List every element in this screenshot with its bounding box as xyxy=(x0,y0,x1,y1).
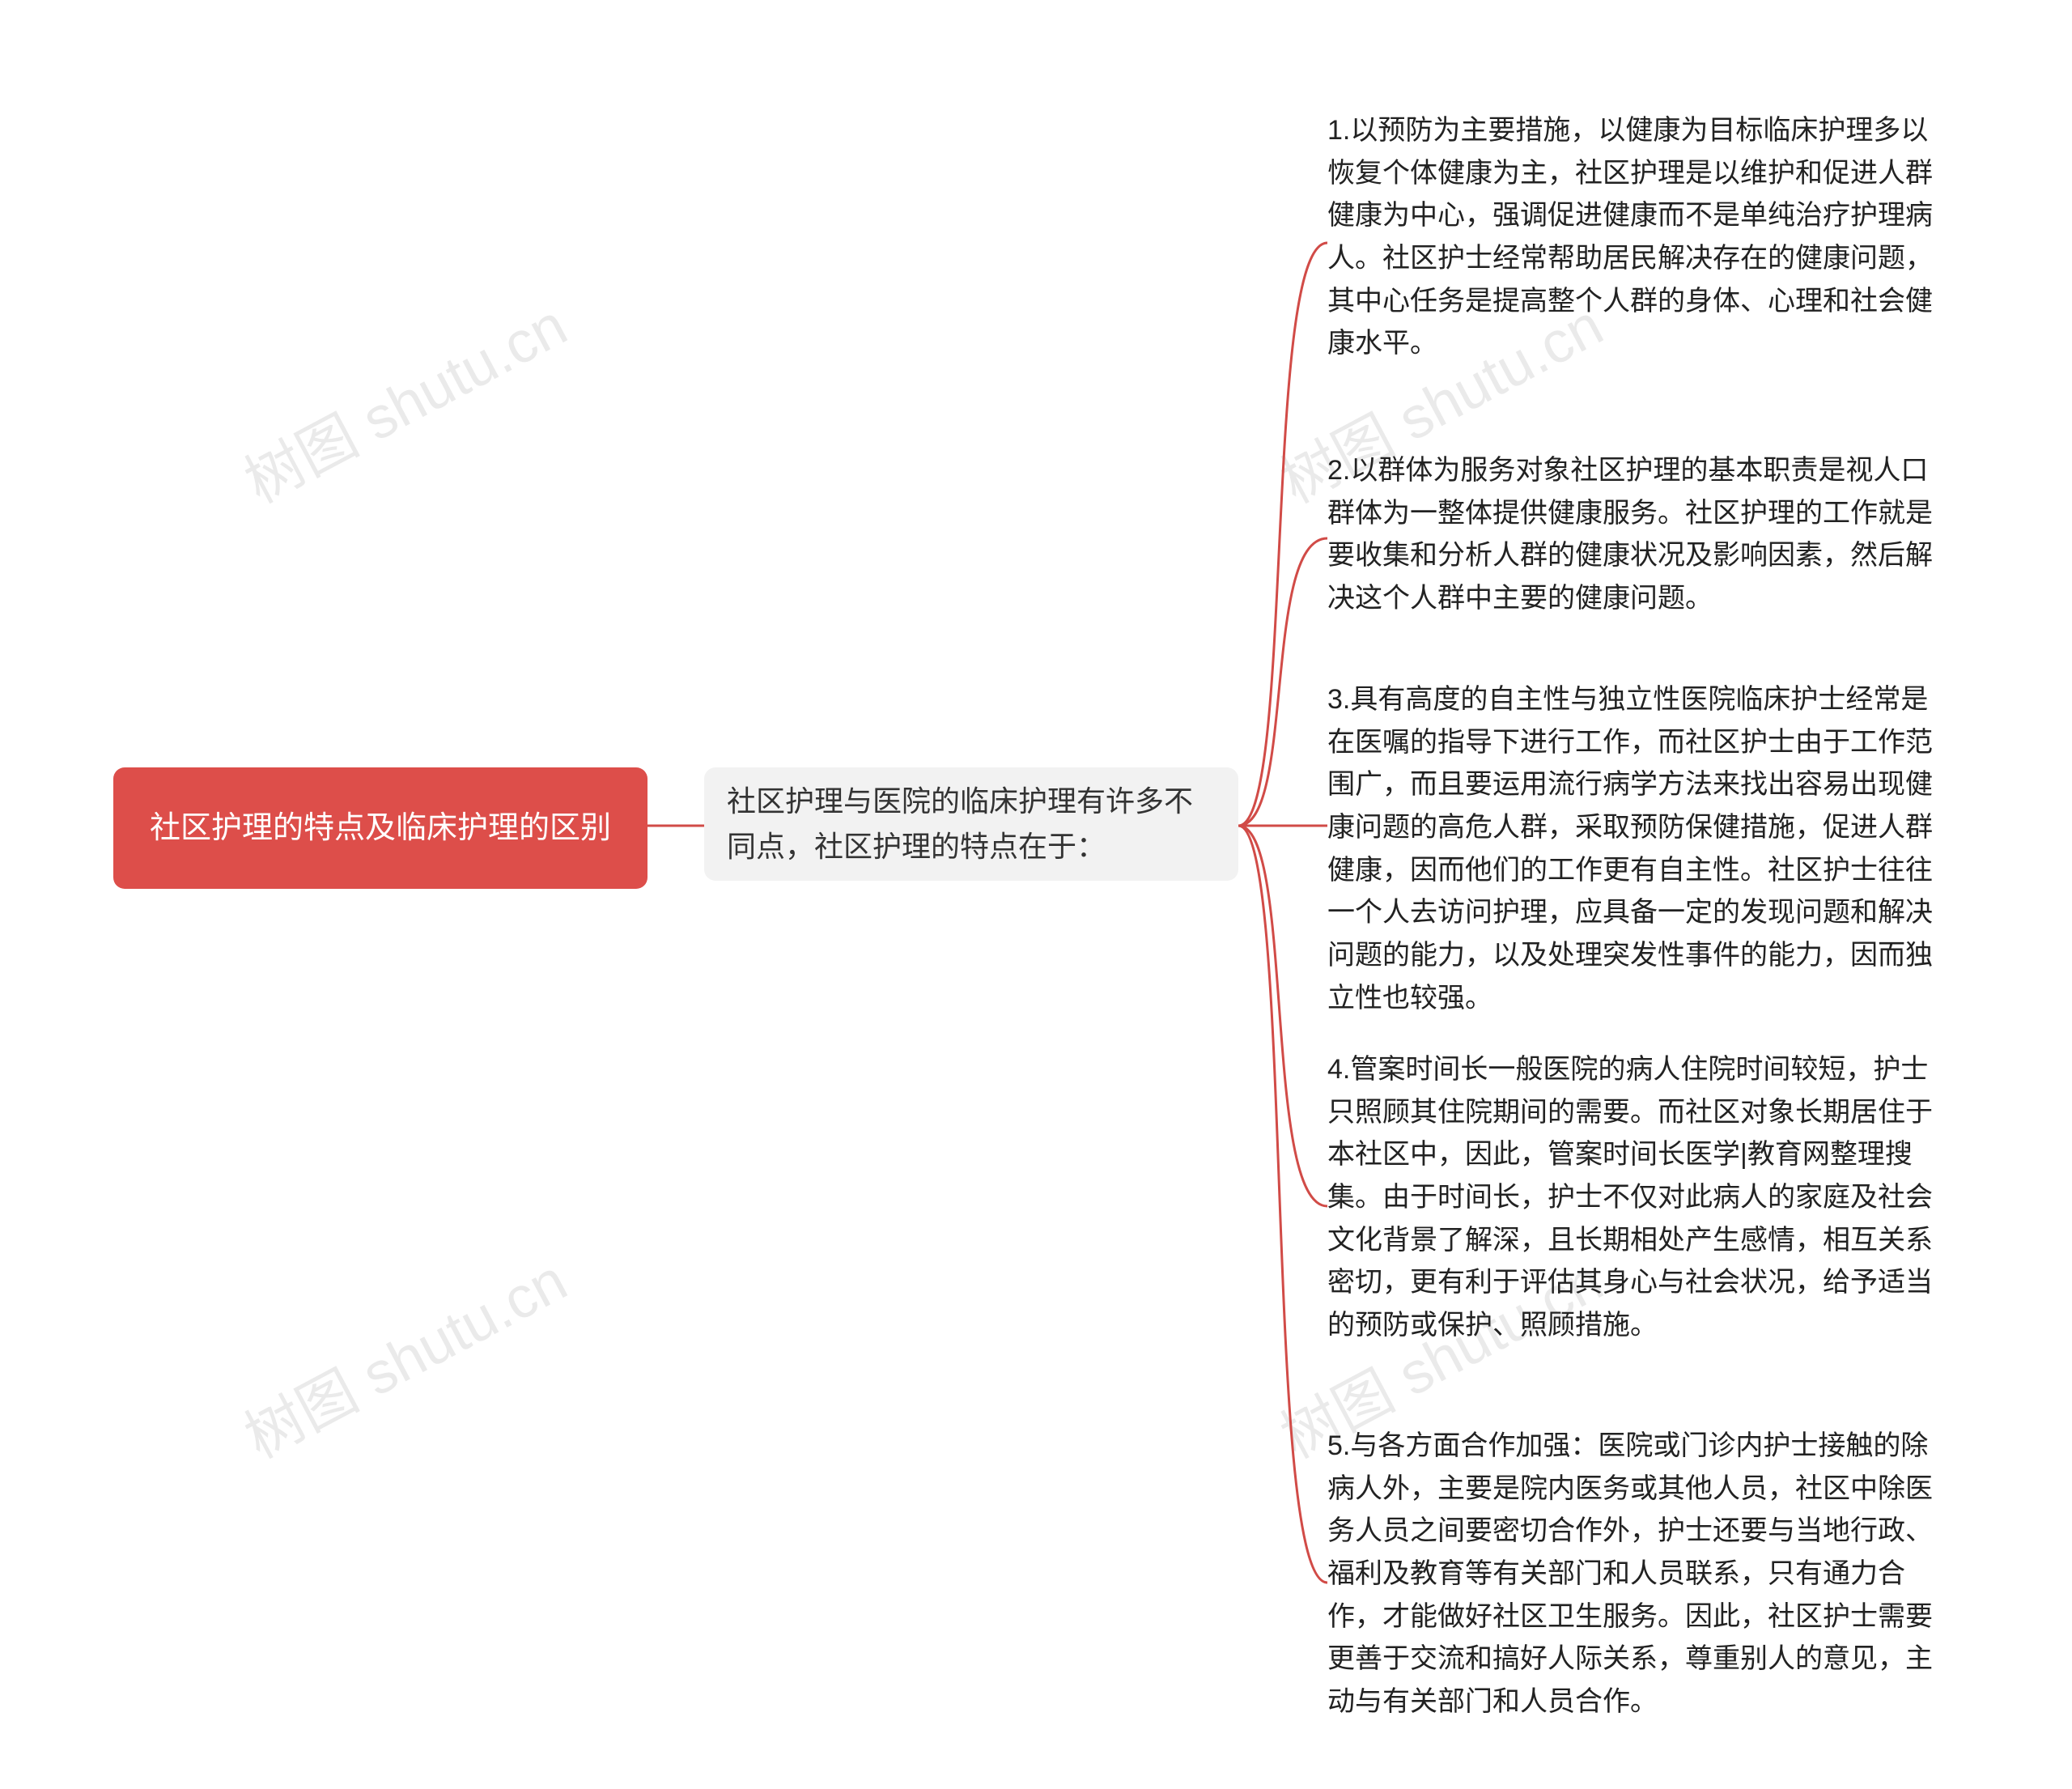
root-node[interactable]: 社区护理的特点及临床护理的区别 xyxy=(113,767,648,889)
leaf-text: 1.以预防为主要措施，以健康为目标临床护理多以恢复个体健康为主，社区护理是以维护… xyxy=(1327,115,1933,359)
leaf-text: 4.管案时间长一般医院的病人住院时间较短，护士只照顾其住院期间的需要。而社区对象… xyxy=(1327,1054,1933,1341)
leaf-node[interactable]: 4.管案时间长一般医院的病人住院时间较短，护士只照顾其住院期间的需要。而社区对象… xyxy=(1327,1048,1942,1347)
leaf-text: 5.与各方面合作加强：医院或门诊内护士接触的除病人外，主要是院内医务或其他人员，… xyxy=(1327,1430,1933,1717)
leaf-node[interactable]: 5.与各方面合作加强：医院或门诊内护士接触的除病人外，主要是院内医务或其他人员，… xyxy=(1327,1425,1942,1723)
branch-node-label: 社区护理与医院的临床护理有许多不同点，社区护理的特点在于： xyxy=(727,779,1216,869)
leaf-node[interactable]: 2.以群体为服务对象社区护理的基本职责是视人口群体为一整体提供健康服务。社区护理… xyxy=(1327,449,1942,620)
branch-node[interactable]: 社区护理与医院的临床护理有许多不同点，社区护理的特点在于： xyxy=(704,767,1238,881)
watermark: 树图 shutu.cn xyxy=(227,278,579,519)
leaf-text: 2.以群体为服务对象社区护理的基本职责是视人口群体为一整体提供健康服务。社区护理… xyxy=(1327,455,1933,614)
leaf-node[interactable]: 1.以预防为主要措施，以健康为目标临床护理多以恢复个体健康为主，社区护理是以维护… xyxy=(1327,109,1942,365)
mindmap-canvas: 树图 shutu.cn 树图 shutu.cn 树图 shutu.cn 树图 s… xyxy=(0,0,2072,1789)
leaf-text: 3.具有高度的自主性与独立性医院临床护士经常是在医嘱的指导下进行工作，而社区护士… xyxy=(1327,684,1933,1013)
leaf-node[interactable]: 3.具有高度的自主性与独立性医院临床护士经常是在医嘱的指导下进行工作，而社区护士… xyxy=(1327,678,1942,1020)
root-node-label: 社区护理的特点及临床护理的区别 xyxy=(150,805,611,852)
watermark: 树图 shutu.cn xyxy=(227,1234,579,1474)
